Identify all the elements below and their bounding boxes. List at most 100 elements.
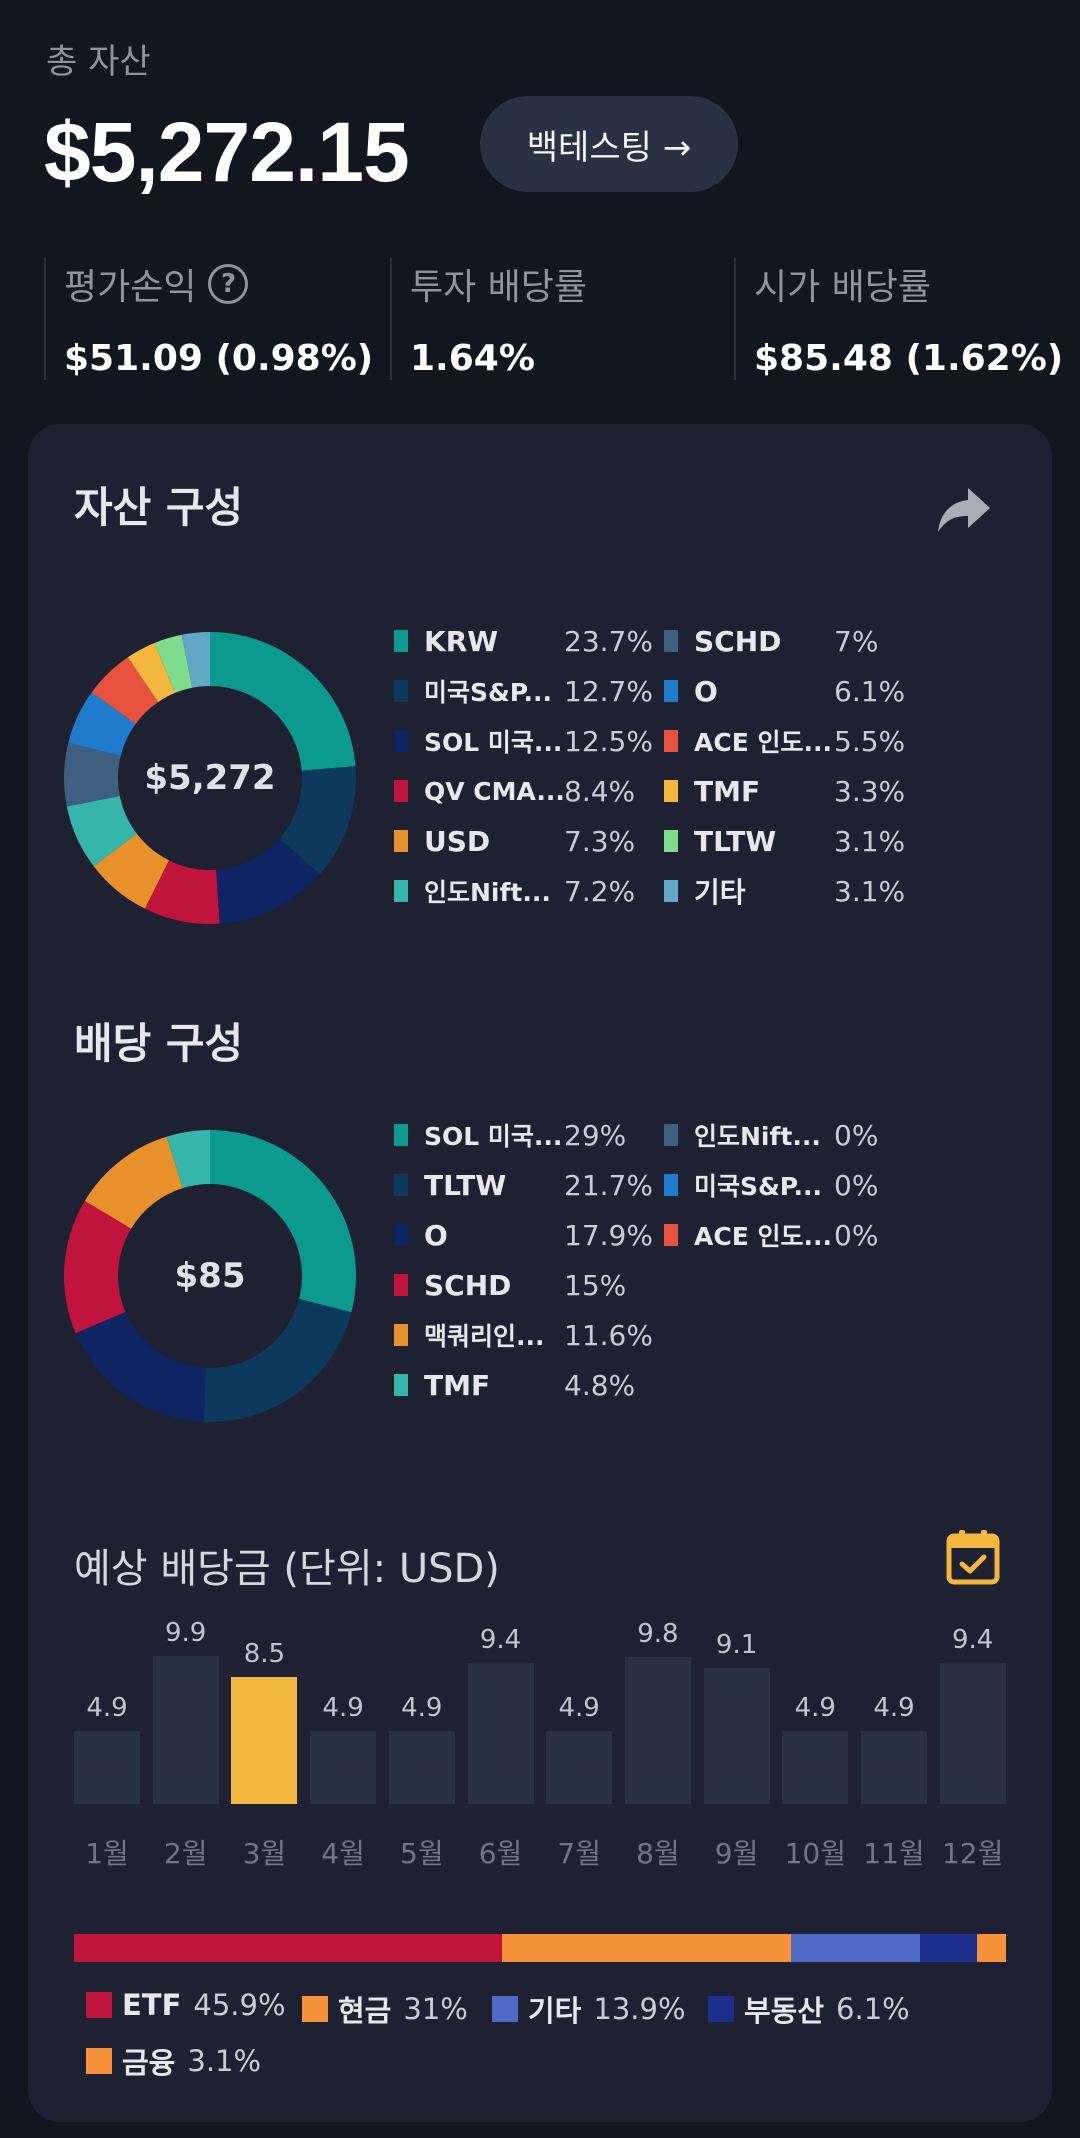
dividend-legend-item[interactable]: SCHD 15% bbox=[394, 1260, 626, 1310]
month-bar[interactable] bbox=[388, 1730, 455, 1804]
dividend-donut-chart bbox=[64, 1130, 356, 1422]
month-label: 7월 bbox=[557, 1837, 601, 1870]
month-bar[interactable] bbox=[546, 1730, 613, 1804]
asset-legend-item[interactable]: TMF 3.3% bbox=[664, 766, 905, 816]
calendar-icon[interactable] bbox=[946, 1528, 1000, 1586]
category-legend-item[interactable]: 기타 13.9% bbox=[492, 1988, 686, 2030]
dividend-legend-item[interactable]: 맥쿼리인... 11.6% bbox=[394, 1310, 653, 1360]
legend-swatch bbox=[394, 1274, 408, 1296]
asset-legend-item[interactable]: 미국S&P... 12.7% bbox=[394, 666, 653, 716]
month-label: 5월 bbox=[400, 1837, 444, 1870]
legend-label: ACE 인도... bbox=[694, 1222, 832, 1251]
asset-legend-item[interactable]: SCHD 7% bbox=[664, 616, 878, 666]
asset-legend-item[interactable]: USD 7.3% bbox=[394, 816, 635, 866]
category-legend-item[interactable]: 부동산 6.1% bbox=[708, 1988, 910, 2030]
legend-value: 6.1% bbox=[836, 1992, 910, 2026]
asset-donut-slice bbox=[64, 742, 121, 807]
dividend-legend-item[interactable]: TLTW 21.7% bbox=[394, 1160, 653, 1210]
category-legend-item[interactable]: ETF 45.9% bbox=[86, 1988, 286, 2022]
legend-label: ACE 인도... bbox=[694, 728, 832, 757]
asset-donut-slice bbox=[93, 833, 169, 909]
total-assets-value: $5,272.15 bbox=[44, 105, 410, 199]
month-bar[interactable] bbox=[624, 1657, 691, 1804]
backtest-button[interactable]: 백테스팅 → bbox=[480, 96, 738, 192]
legend-value: 0% bbox=[834, 1218, 879, 1252]
dividend-legend-item[interactable]: O 17.9% bbox=[394, 1210, 653, 1260]
legend-label: SOL 미국... bbox=[424, 728, 563, 757]
legend-value: 7.2% bbox=[564, 874, 636, 908]
legend-value: 0% bbox=[834, 1118, 879, 1152]
month-bar[interactable] bbox=[74, 1730, 140, 1804]
month-bar[interactable] bbox=[310, 1730, 377, 1804]
legend-label: 금융 bbox=[122, 2046, 176, 2080]
dividend-legend-item[interactable]: 미국S&P... 0% bbox=[664, 1160, 878, 1210]
legend-value: 4.8% bbox=[564, 1368, 636, 1402]
help-icon[interactable]: ? bbox=[208, 264, 249, 304]
month-bar[interactable] bbox=[782, 1730, 849, 1804]
dividend-section-title: 배당 구성 bbox=[74, 1019, 244, 1068]
legend-value: 23.7% bbox=[564, 624, 653, 658]
legend-label: QV CMA... bbox=[424, 776, 564, 806]
stat-value: 1.64% bbox=[410, 338, 535, 379]
legend-swatch bbox=[394, 1374, 408, 1396]
asset-legend-item[interactable]: 인도Nift... 7.2% bbox=[394, 866, 635, 916]
legend-label: 기타 bbox=[694, 876, 746, 909]
bar-value-label: 4.9 bbox=[86, 1692, 128, 1723]
dividend-legend-item[interactable]: TMF 4.8% bbox=[394, 1360, 635, 1410]
month-bar[interactable] bbox=[939, 1663, 1006, 1804]
legend-swatch bbox=[394, 1174, 408, 1196]
asset-donut-slice bbox=[144, 860, 220, 924]
stat-investment-yield: 투자 배당률 1.64% bbox=[390, 258, 720, 380]
legend-value: 12.5% bbox=[564, 724, 653, 758]
dividend-legend-item[interactable]: SOL 미국... 29% bbox=[394, 1110, 626, 1160]
legend-label: SCHD bbox=[694, 624, 782, 658]
bar-value-label: 9.4 bbox=[952, 1625, 994, 1655]
legend-swatch bbox=[394, 680, 408, 702]
bar-value-label: 9.4 bbox=[479, 1625, 522, 1655]
asset-donut-slice bbox=[68, 692, 136, 756]
dividend-legend-item[interactable]: 인도Nift... 0% bbox=[664, 1110, 878, 1160]
asset-legend-item[interactable]: ACE 인도... 5.5% bbox=[664, 716, 905, 766]
legend-swatch bbox=[664, 1124, 678, 1146]
legend-value: 3.1% bbox=[834, 874, 906, 908]
asset-donut-slice bbox=[66, 795, 137, 867]
month-label: 3월 bbox=[242, 1837, 287, 1870]
legend-label: 맥쿼리인... bbox=[424, 1322, 545, 1351]
legend-label: 부동산 bbox=[744, 1994, 825, 2028]
month-bar[interactable] bbox=[231, 1676, 298, 1804]
asset-legend-item[interactable]: KRW 23.7% bbox=[394, 616, 653, 666]
legend-swatch bbox=[394, 880, 408, 902]
expected-dividend-title: 예상 배당금 (단위: USD) bbox=[74, 1546, 500, 1592]
legend-swatch bbox=[86, 2048, 112, 2074]
dividend-donut-slice bbox=[166, 1130, 210, 1189]
legend-label: 인도Nift... bbox=[694, 1122, 821, 1151]
asset-legend-item[interactable]: 기타 3.1% bbox=[664, 866, 905, 916]
asset-donut-center: $5,272 bbox=[144, 758, 276, 798]
legend-swatch bbox=[394, 1124, 408, 1146]
legend-value: 15% bbox=[564, 1268, 627, 1302]
legend-value: 17.9% bbox=[564, 1218, 653, 1252]
total-assets-label: 총 자산 bbox=[46, 42, 151, 82]
asset-legend-item[interactable]: QV CMA... 8.4% bbox=[394, 766, 635, 816]
legend-swatch bbox=[664, 780, 678, 802]
legend-swatch bbox=[664, 1224, 678, 1246]
share-icon[interactable] bbox=[934, 482, 994, 538]
dividend-legend-item[interactable]: ACE 인도... 0% bbox=[664, 1210, 878, 1260]
legend-label: 기타 bbox=[528, 1994, 582, 2028]
legend-value: 0% bbox=[834, 1168, 879, 1202]
month-label: 4월 bbox=[321, 1837, 365, 1870]
asset-legend-item[interactable]: O 6.1% bbox=[664, 666, 905, 716]
category-legend-item[interactable]: 현금 31% bbox=[302, 1988, 468, 2030]
asset-donut-slice bbox=[91, 657, 159, 724]
asset-legend-item[interactable]: SOL 미국... 12.5% bbox=[394, 716, 653, 766]
category-legend-item[interactable]: 금융 3.1% bbox=[86, 2040, 261, 2082]
month-bar[interactable] bbox=[861, 1730, 927, 1804]
month-bar[interactable] bbox=[467, 1663, 534, 1804]
bar-value-label: 4.9 bbox=[558, 1692, 600, 1723]
bar-value-label: 4.9 bbox=[401, 1692, 443, 1723]
month-bar[interactable] bbox=[703, 1667, 770, 1804]
month-bar[interactable] bbox=[152, 1655, 219, 1804]
legend-value: 11.6% bbox=[564, 1318, 653, 1352]
asset-legend-item[interactable]: TLTW 3.1% bbox=[664, 816, 905, 866]
category-segment bbox=[790, 1934, 921, 1962]
